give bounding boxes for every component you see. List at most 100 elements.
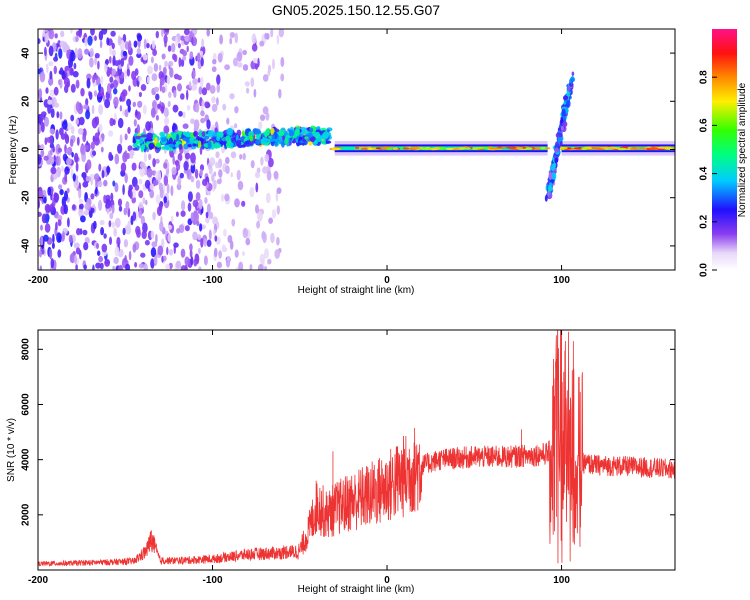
noise-cell: [51, 242, 55, 249]
noise-cell: [146, 43, 150, 49]
noise-cell: [93, 220, 97, 230]
noise-cell: [118, 264, 124, 270]
noise-cell: [177, 42, 181, 49]
noise-cell: [225, 156, 230, 165]
noise-cell: [47, 99, 53, 105]
noise-cell: [236, 169, 241, 181]
snr-y-tick-label: 8000: [21, 338, 32, 361]
spectrogram-panel: -200 -100 0 100 40 20 0 -20 -40 Height of straig…: [8, 28, 676, 296]
noise-cell: [116, 236, 121, 247]
noise-cell: [53, 65, 57, 75]
band-peak: [600, 146, 610, 149]
noise-cell: [171, 166, 177, 176]
noise-cell: [234, 106, 239, 114]
noise-cell: [127, 126, 131, 135]
band-peak: [525, 147, 533, 150]
noise-cell: [163, 196, 167, 204]
noise-cell: [190, 175, 195, 183]
band-cell: [261, 137, 269, 144]
noise-cell: [183, 29, 190, 36]
noise-cell: [45, 87, 49, 94]
band-peak: [477, 146, 485, 150]
noise-cell: [200, 57, 204, 67]
band-cell: [222, 130, 228, 134]
noise-cell: [109, 212, 114, 220]
colorbar-tick-label: 0.2: [699, 214, 710, 228]
noise-cell: [217, 52, 223, 63]
noise-cell: [226, 255, 231, 262]
band-peak: [445, 147, 455, 151]
noise-cell: [246, 87, 250, 94]
band-peak: [535, 146, 541, 150]
noise-cell: [108, 130, 114, 137]
colorbar-gradient: [712, 29, 737, 270]
noise-cell: [192, 231, 198, 241]
noise-cell: [82, 173, 87, 181]
band-peak: [591, 146, 597, 150]
noise-cell: [155, 171, 159, 179]
noise-cell: [52, 145, 55, 153]
noise-cell: [180, 248, 186, 258]
noise-cell: [181, 200, 186, 211]
streak-cell: [559, 139, 563, 147]
noise-cell: [47, 186, 52, 196]
noise-cell: [259, 40, 265, 47]
noise-cell: [211, 66, 217, 73]
noise-cell: [113, 256, 119, 265]
noise-cell: [189, 243, 193, 252]
noise-cell: [110, 30, 116, 37]
noise-cell: [239, 154, 243, 160]
noise-cell: [120, 162, 127, 173]
noise-cell: [184, 35, 190, 42]
noise-cell: [40, 121, 45, 133]
noise-cell: [82, 133, 87, 143]
noise-cell: [254, 63, 259, 70]
noise-cell: [157, 103, 162, 109]
band-cell: [254, 128, 261, 135]
noise-cell: [138, 178, 143, 185]
noise-cell: [138, 209, 142, 219]
noise-cell: [86, 73, 92, 81]
noise-cell: [38, 113, 44, 124]
band-cell: [300, 126, 307, 135]
noise-cell: [132, 243, 137, 253]
band-peak: [608, 147, 617, 150]
noise-cell: [218, 169, 223, 178]
noise-cell: [155, 93, 160, 101]
noise-cell: [98, 30, 104, 41]
noise-cell: [230, 151, 237, 159]
noise-cell: [106, 166, 111, 174]
noise-cell: [98, 163, 102, 172]
band-cell: [154, 137, 158, 145]
noise-cell: [211, 103, 218, 113]
streak-cell: [567, 85, 571, 92]
noise-cell: [150, 230, 155, 239]
noise-cell: [205, 82, 211, 91]
noise-cell: [64, 166, 70, 175]
band-cell: [147, 132, 153, 140]
noise-cell: [149, 189, 155, 199]
noise-cell: [249, 264, 253, 270]
noise-cell: [94, 173, 100, 182]
noise-cell: [98, 199, 103, 211]
band-cell: [307, 132, 313, 138]
noise-cell: [103, 179, 108, 187]
noise-cell: [53, 192, 60, 203]
noise-cell: [76, 136, 80, 146]
noise-cell: [120, 58, 125, 67]
spectrogram-ticks: -200 -100 0 100 40 20 0 -20 -40: [21, 29, 675, 286]
noise-cell: [223, 228, 227, 237]
band-cell: [249, 135, 254, 142]
noise-cell: [263, 265, 268, 270]
noise-cell: [95, 262, 101, 269]
noise-cell: [190, 118, 195, 124]
noise-cell: [177, 75, 182, 81]
noise-cell: [168, 249, 174, 256]
noise-cell: [57, 219, 62, 227]
noise-cell: [155, 30, 159, 39]
noise-cell: [111, 204, 115, 214]
band-peak: [386, 147, 393, 151]
snr-frame: [37, 329, 676, 571]
noise-cell: [75, 101, 80, 112]
band-cell: [161, 137, 168, 142]
